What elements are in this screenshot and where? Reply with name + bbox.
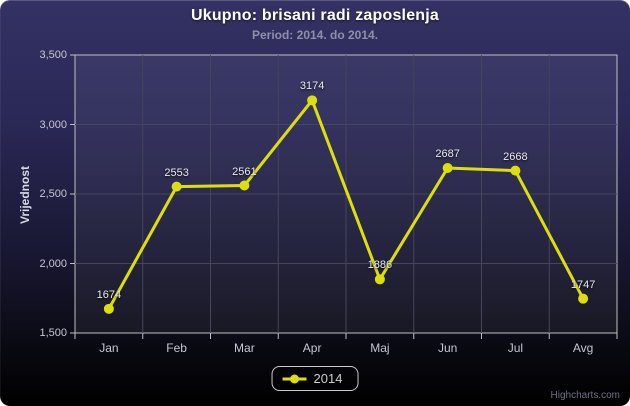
x-axis-label: Jul (507, 341, 524, 355)
data-point[interactable] (103, 303, 114, 314)
data-point[interactable] (442, 163, 453, 174)
legend-series-marker-icon (282, 374, 307, 383)
y-axis-label: 2,000 (39, 257, 67, 270)
data-point[interactable] (171, 181, 182, 192)
x-axis-label: Avg (572, 341, 594, 355)
data-point-label: 2561 (232, 165, 257, 178)
chart-subtitle: Period: 2014. do 2014. (251, 28, 379, 42)
data-point-label: 1886 (367, 259, 393, 272)
y-axis-label: 1,500 (39, 327, 67, 339)
data-point[interactable] (578, 293, 589, 304)
data-point[interactable] (510, 165, 521, 176)
highcharts-credits-link[interactable]: Highcharts.com (550, 390, 620, 401)
data-point-label: 2687 (435, 148, 460, 160)
data-point-label: 3174 (299, 80, 325, 93)
series-line (107, 98, 585, 311)
y-axis-label: 3,000 (39, 118, 67, 131)
x-axis-label: Mar (234, 341, 255, 355)
data-point[interactable] (239, 180, 250, 191)
legend-item-label: 2014 (313, 371, 343, 386)
chart-title: Ukupno: brisani radi zaposlenja (190, 7, 440, 24)
data-point-label: 1674 (96, 288, 122, 301)
y-axis-label: 3,500 (39, 49, 67, 61)
x-axis-label: Apr (302, 341, 322, 355)
data-point-label: 2668 (503, 150, 528, 163)
data-point[interactable] (307, 95, 318, 106)
y-axis-label: 2,500 (39, 188, 67, 200)
x-axis-label: Jan (99, 341, 119, 355)
legend-item-2014[interactable]: 2014 (271, 366, 359, 391)
x-axis-label: Jun (437, 341, 458, 355)
x-axis-label: Feb (166, 341, 187, 355)
data-point[interactable] (374, 274, 385, 285)
data-point-label: 2553 (164, 166, 189, 179)
x-axis-label: Maj (370, 341, 390, 355)
data-point-label: 1747 (570, 278, 596, 291)
